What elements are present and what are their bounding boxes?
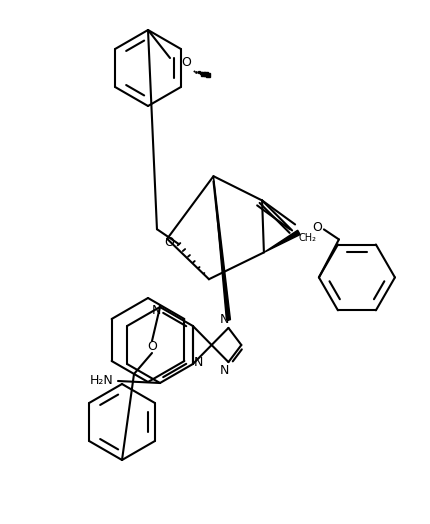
Text: H₂N: H₂N: [90, 375, 114, 388]
Text: N: N: [194, 355, 203, 368]
Text: O: O: [164, 236, 174, 249]
Polygon shape: [213, 176, 230, 320]
Text: O: O: [181, 57, 191, 70]
Text: O: O: [147, 341, 157, 354]
Text: O: O: [312, 221, 322, 234]
Text: N: N: [220, 364, 229, 377]
Text: CH₂: CH₂: [298, 234, 316, 244]
Text: N: N: [220, 313, 229, 326]
Text: N: N: [151, 304, 161, 318]
Polygon shape: [264, 230, 300, 253]
